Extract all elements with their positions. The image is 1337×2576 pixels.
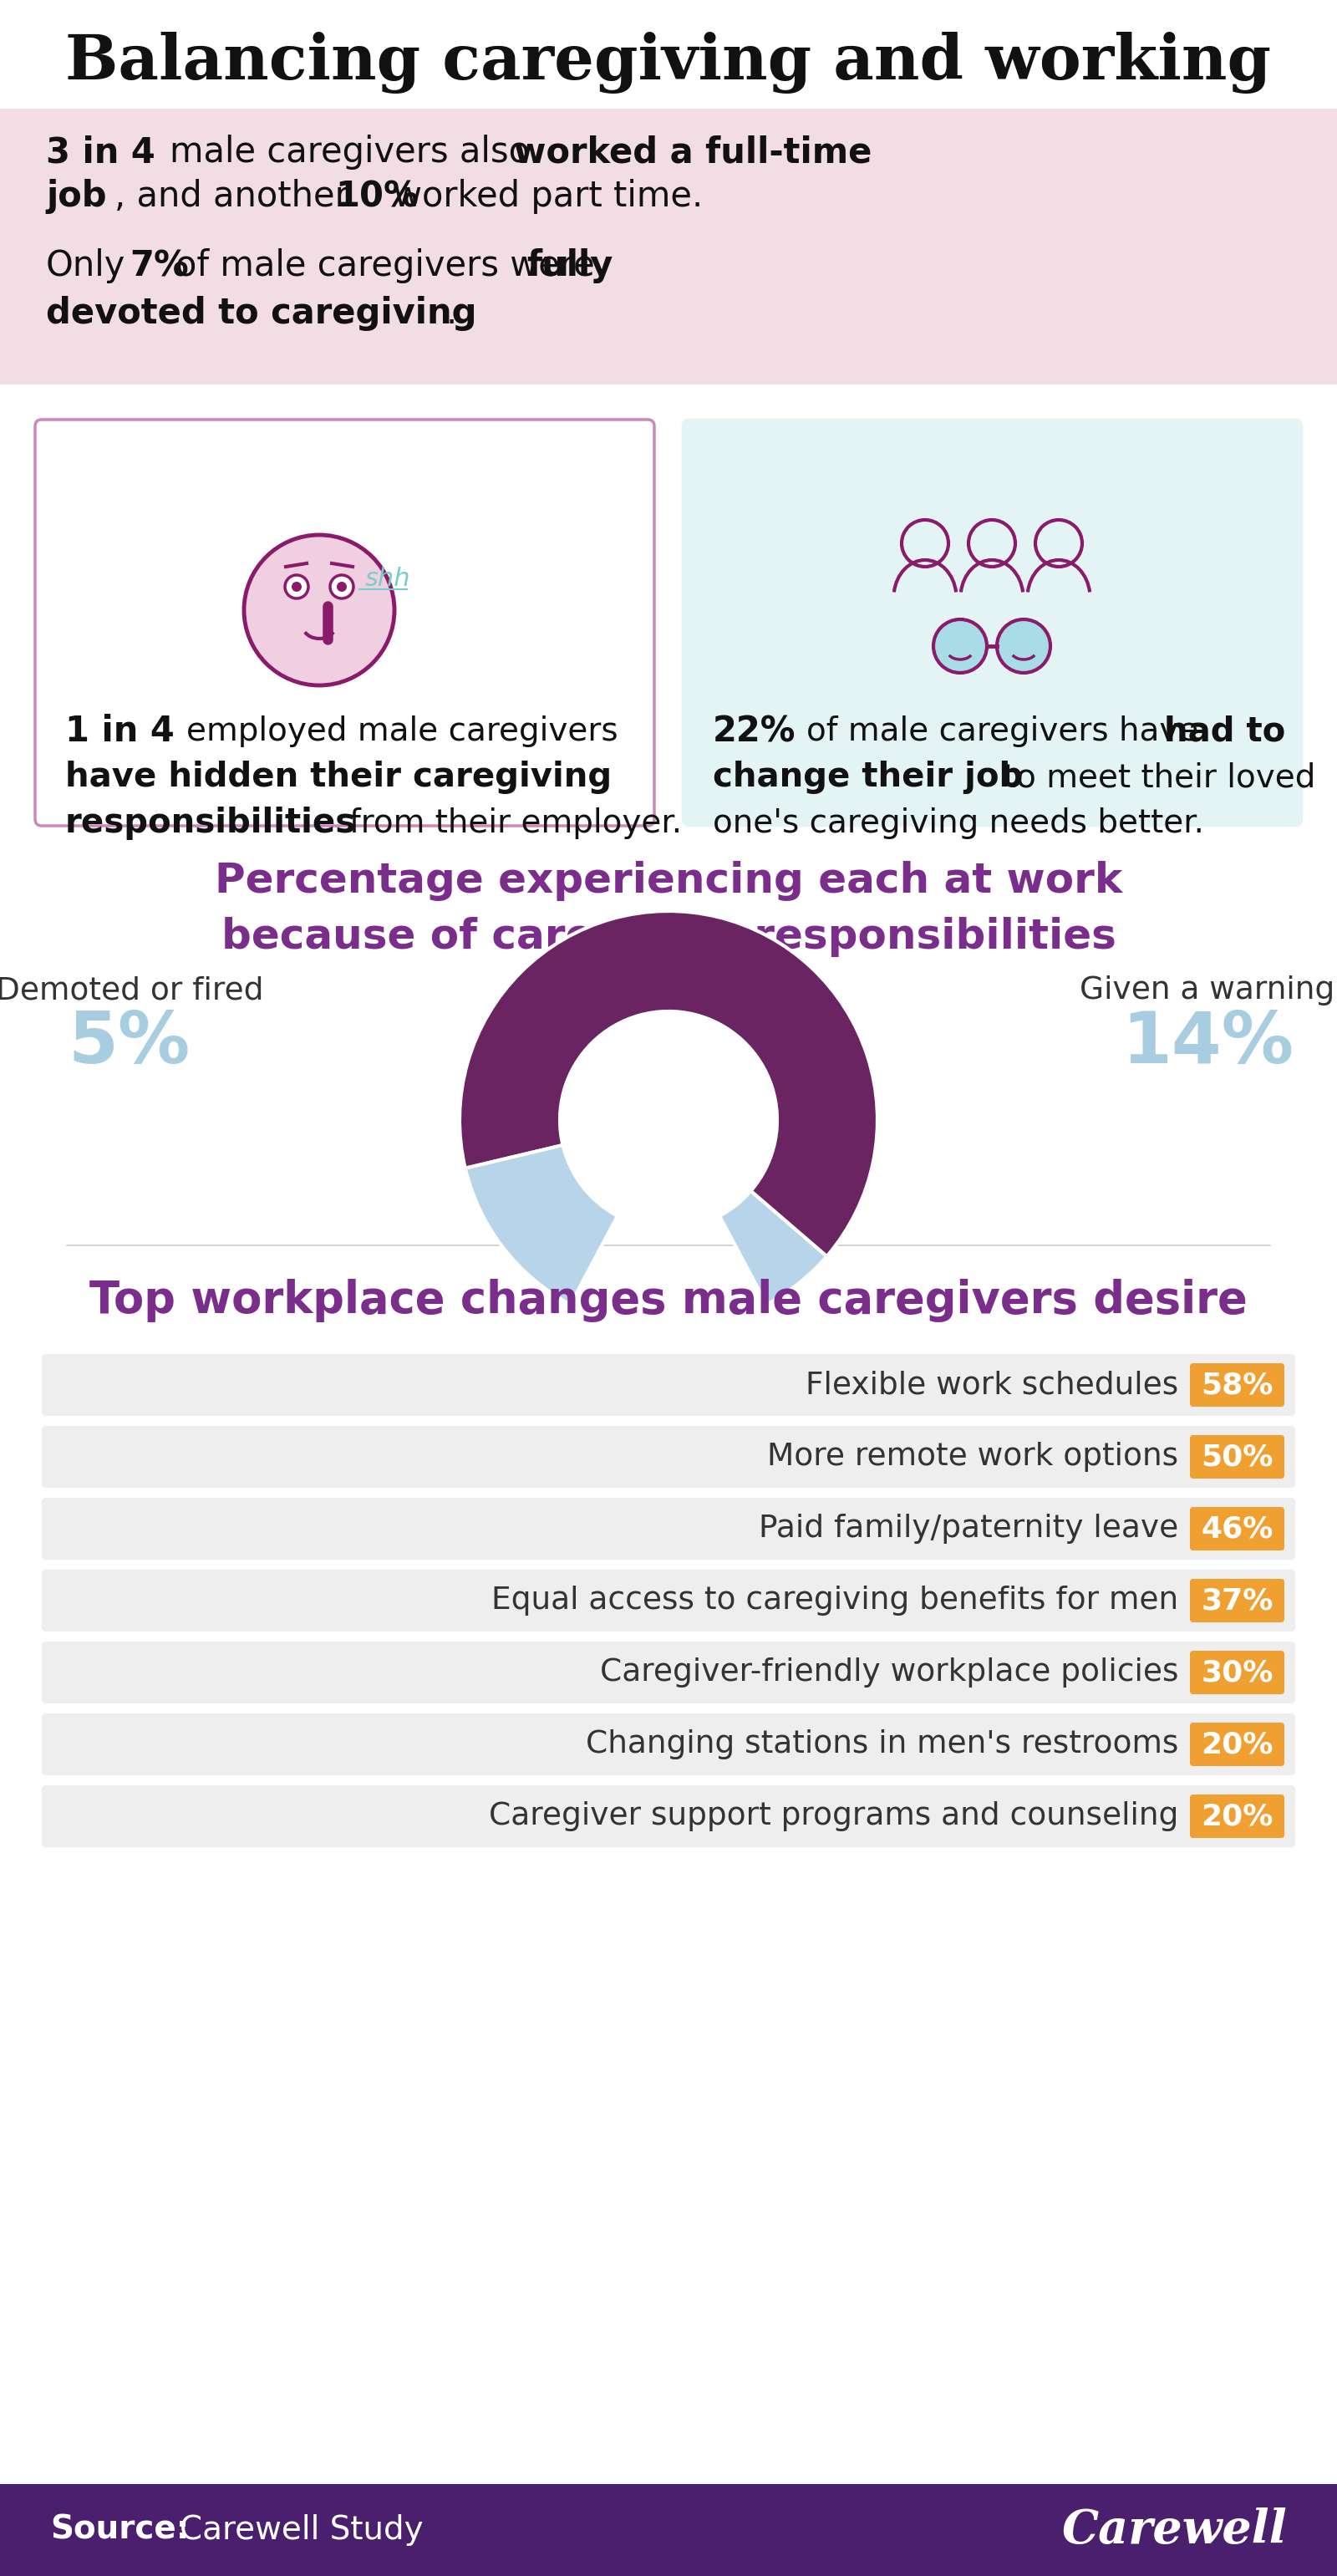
FancyBboxPatch shape xyxy=(41,1569,1296,1631)
Text: had to: had to xyxy=(1165,714,1285,747)
Text: of male caregivers have: of male caregivers have xyxy=(806,716,1198,747)
Wedge shape xyxy=(460,912,877,1257)
Text: Paid family/paternity leave: Paid family/paternity leave xyxy=(758,1515,1178,1543)
Text: 58%: 58% xyxy=(1201,1370,1273,1399)
Text: 14%: 14% xyxy=(1122,1007,1294,1077)
Text: 22%: 22% xyxy=(713,714,796,750)
FancyBboxPatch shape xyxy=(1190,1579,1285,1623)
Text: 30%: 30% xyxy=(1201,1659,1273,1687)
Text: Balancing caregiving and working: Balancing caregiving and working xyxy=(66,31,1271,93)
Text: .: . xyxy=(445,296,456,330)
FancyBboxPatch shape xyxy=(1190,1507,1285,1551)
Circle shape xyxy=(285,574,309,598)
Text: Changing stations in men's restrooms: Changing stations in men's restrooms xyxy=(586,1728,1178,1759)
Text: , and another: , and another xyxy=(115,178,349,214)
FancyBboxPatch shape xyxy=(1190,1363,1285,1406)
Text: 3 in 4: 3 in 4 xyxy=(45,134,155,170)
Text: Percentage experiencing each at work
because of caregiving responsibilities: Percentage experiencing each at work bec… xyxy=(215,860,1122,958)
Wedge shape xyxy=(719,1190,826,1303)
Text: shh: shh xyxy=(365,567,410,590)
Text: Demoted or fired: Demoted or fired xyxy=(0,976,263,1005)
Text: Carewell Study: Carewell Study xyxy=(179,2514,424,2545)
Text: 20%: 20% xyxy=(1201,1731,1273,1759)
Text: one's caregiving needs better.: one's caregiving needs better. xyxy=(713,806,1205,840)
Text: 5%: 5% xyxy=(68,1007,191,1077)
Circle shape xyxy=(933,618,987,672)
Text: worked a full-time: worked a full-time xyxy=(513,134,872,170)
Text: Carewell: Carewell xyxy=(1062,2506,1286,2553)
FancyBboxPatch shape xyxy=(41,1713,1296,1775)
Text: of male caregivers were: of male caregivers were xyxy=(175,247,595,283)
FancyBboxPatch shape xyxy=(41,1355,1296,1417)
Text: Caregiver-friendly workplace policies: Caregiver-friendly workplace policies xyxy=(599,1656,1178,1687)
Text: 10%: 10% xyxy=(336,178,418,214)
FancyBboxPatch shape xyxy=(41,1427,1296,1489)
FancyBboxPatch shape xyxy=(1190,1723,1285,1767)
Text: job: job xyxy=(45,178,107,214)
FancyBboxPatch shape xyxy=(1190,1435,1285,1479)
Text: Equal access to caregiving benefits for men: Equal access to caregiving benefits for … xyxy=(491,1587,1178,1615)
FancyBboxPatch shape xyxy=(0,108,1337,384)
FancyBboxPatch shape xyxy=(0,2483,1337,2576)
Circle shape xyxy=(337,582,346,592)
Text: fully: fully xyxy=(527,247,612,283)
Text: employed male caregivers: employed male caregivers xyxy=(186,716,618,747)
Text: have hidden their caregiving: have hidden their caregiving xyxy=(66,760,612,793)
Text: Flexible work schedules: Flexible work schedules xyxy=(805,1370,1178,1399)
Text: Top workplace changes male caregivers desire: Top workplace changes male caregivers de… xyxy=(90,1278,1247,1321)
Text: change their job: change their job xyxy=(713,760,1023,793)
Wedge shape xyxy=(465,1146,618,1303)
Circle shape xyxy=(243,536,394,685)
Text: Given a warning: Given a warning xyxy=(1080,976,1336,1005)
Circle shape xyxy=(330,574,353,598)
FancyBboxPatch shape xyxy=(35,420,654,827)
Circle shape xyxy=(291,582,302,592)
Text: devoted to caregiving: devoted to caregiving xyxy=(45,296,477,330)
Text: Only: Only xyxy=(45,247,126,283)
FancyBboxPatch shape xyxy=(1190,1651,1285,1695)
FancyBboxPatch shape xyxy=(41,1497,1296,1558)
FancyBboxPatch shape xyxy=(41,1641,1296,1703)
FancyBboxPatch shape xyxy=(41,1785,1296,1847)
FancyBboxPatch shape xyxy=(683,420,1302,827)
Text: More remote work options: More remote work options xyxy=(767,1443,1178,1471)
Text: 37%: 37% xyxy=(1201,1587,1273,1615)
Text: Caregiver support programs and counseling: Caregiver support programs and counselin… xyxy=(488,1801,1178,1832)
Text: 20%: 20% xyxy=(1201,1803,1273,1832)
FancyBboxPatch shape xyxy=(1190,1795,1285,1837)
Text: male caregivers also: male caregivers also xyxy=(170,134,529,170)
Text: from their employer.: from their employer. xyxy=(349,806,682,840)
Text: 46%: 46% xyxy=(1201,1515,1273,1543)
Text: 50%: 50% xyxy=(1201,1443,1273,1471)
Text: worked part time.: worked part time. xyxy=(393,178,703,214)
Text: 7%: 7% xyxy=(130,247,189,283)
Circle shape xyxy=(997,618,1051,672)
Text: Source:: Source: xyxy=(51,2514,189,2545)
Text: responsibilities: responsibilities xyxy=(66,806,356,840)
Text: to meet their loved: to meet their loved xyxy=(1004,762,1316,793)
Text: 1 in 4: 1 in 4 xyxy=(66,714,174,750)
